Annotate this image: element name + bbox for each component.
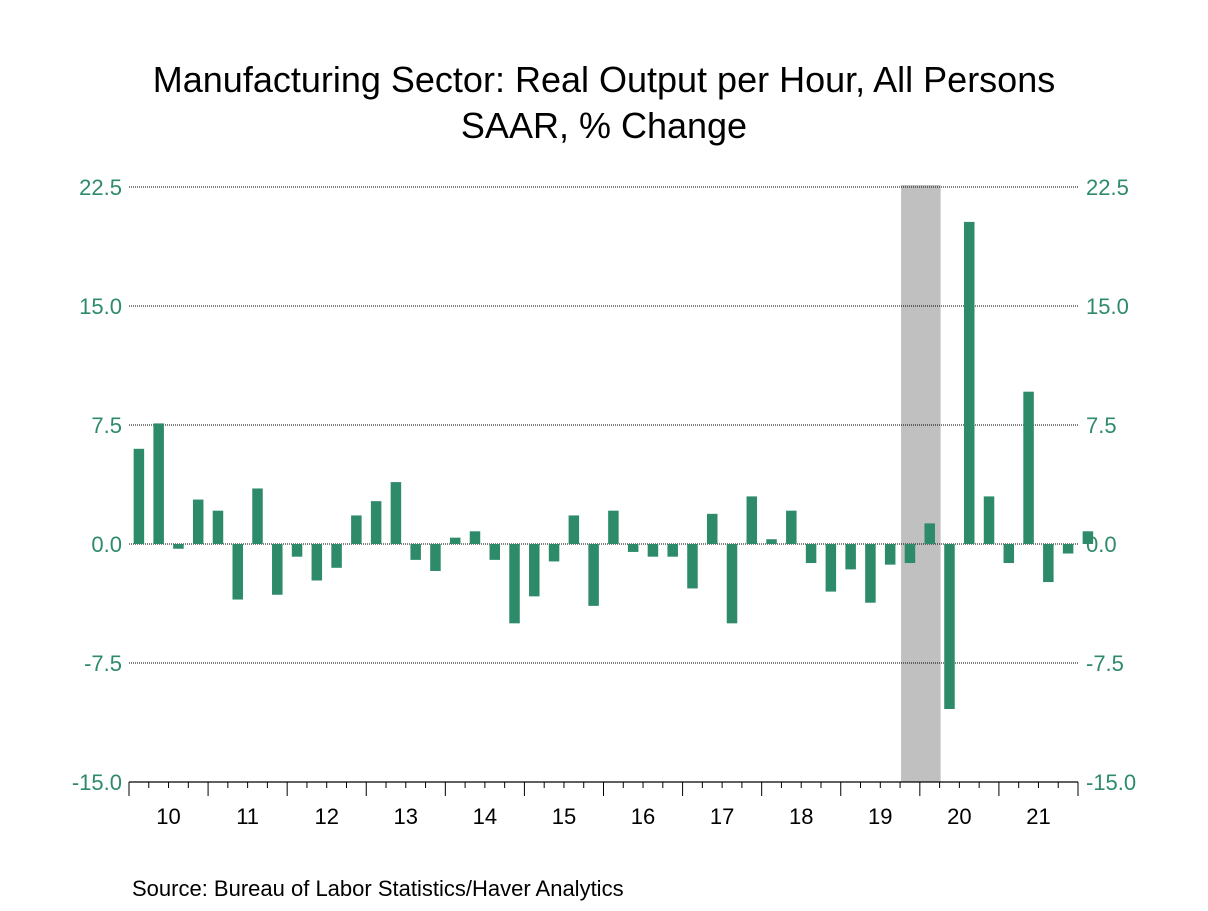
bar <box>430 544 441 571</box>
bar <box>845 544 856 570</box>
y-tick-label-left: 7.5 <box>91 413 122 438</box>
bar <box>884 544 896 565</box>
bar <box>291 544 303 557</box>
x-tick-label: 21 <box>1026 804 1050 829</box>
bar <box>390 482 402 544</box>
bar <box>865 544 876 603</box>
bar <box>1043 544 1054 583</box>
y-tick-label-right: -7.5 <box>1086 651 1124 676</box>
bar <box>746 496 758 544</box>
y-tick-label-left: 22.5 <box>79 175 122 200</box>
bar <box>410 544 421 560</box>
bar <box>192 499 204 544</box>
bar <box>608 510 619 544</box>
bar <box>766 539 777 544</box>
bar <box>687 544 698 589</box>
bar <box>667 544 678 557</box>
bar <box>469 531 481 544</box>
bar <box>805 544 817 564</box>
x-tick-label: 20 <box>947 804 971 829</box>
bar <box>627 544 639 552</box>
bar <box>1082 531 1094 544</box>
bar <box>786 510 797 544</box>
gridlines <box>129 186 1078 664</box>
y-tick-label-right: 0.0 <box>1086 532 1117 557</box>
bar <box>825 544 837 592</box>
bar <box>964 221 975 544</box>
x-tick-label: 15 <box>552 804 576 829</box>
y-tick-label-left: -7.5 <box>84 651 122 676</box>
bar <box>489 544 501 560</box>
bar <box>212 510 224 544</box>
bar <box>133 448 145 544</box>
x-tick-label: 12 <box>314 804 338 829</box>
chart-title: Manufacturing Sector: Real Output per Ho… <box>153 59 1055 100</box>
y-tick-label-right: 15.0 <box>1086 294 1129 319</box>
bar <box>173 544 184 549</box>
bar <box>351 515 362 544</box>
y-tick-label-left: 15.0 <box>79 294 122 319</box>
bar <box>272 544 283 595</box>
bar <box>568 515 580 544</box>
y-tick-label-right: 7.5 <box>1086 413 1117 438</box>
bar <box>983 496 995 544</box>
bar <box>529 544 540 597</box>
y-axis-right: 22.5 15.0 7.5 0.0 -7.5 -15.0 <box>1086 175 1136 795</box>
bar <box>1062 544 1074 554</box>
x-tick-label: 17 <box>710 804 734 829</box>
x-tick-label: 16 <box>631 804 655 829</box>
bar <box>1003 544 1015 564</box>
x-tick-label: 14 <box>473 804 497 829</box>
bar <box>509 544 520 624</box>
y-tick-label-left: 0.0 <box>91 532 122 557</box>
bar <box>706 513 718 544</box>
bar <box>153 423 164 544</box>
y-axis-left: 22.5 15.0 7.5 0.0 -7.5 -15.0 <box>72 175 122 795</box>
bar <box>904 544 916 564</box>
bar <box>232 544 243 600</box>
bar-series <box>133 221 1094 710</box>
y-tick-label-right: -15.0 <box>1086 770 1136 795</box>
bar <box>944 544 955 710</box>
bar <box>370 501 382 544</box>
x-tick-label: 19 <box>868 804 892 829</box>
bar <box>311 544 323 581</box>
y-tick-label-left: -15.0 <box>72 770 122 795</box>
recession-shading-layer <box>901 185 941 782</box>
x-axis: 10 11 12 13 14 15 16 17 18 19 20 21 <box>128 781 1079 829</box>
bar <box>924 523 935 544</box>
bar <box>1023 391 1034 544</box>
x-tick-label: 18 <box>789 804 813 829</box>
source-note: Source: Bureau of Labor Statistics/Haver… <box>132 876 624 901</box>
bar <box>252 488 263 544</box>
bar <box>726 544 738 624</box>
bar <box>331 544 342 568</box>
x-tick-label: 11 <box>236 804 259 829</box>
x-tick-label: 13 <box>394 804 418 829</box>
recession-band <box>901 185 941 782</box>
bar <box>588 544 599 606</box>
y-tick-label-right: 22.5 <box>1086 175 1129 200</box>
bar <box>548 544 560 562</box>
bar <box>647 544 659 557</box>
bar <box>449 537 461 544</box>
x-tick-label: 10 <box>156 804 180 829</box>
chart-subtitle: SAAR, % Change <box>461 105 747 146</box>
